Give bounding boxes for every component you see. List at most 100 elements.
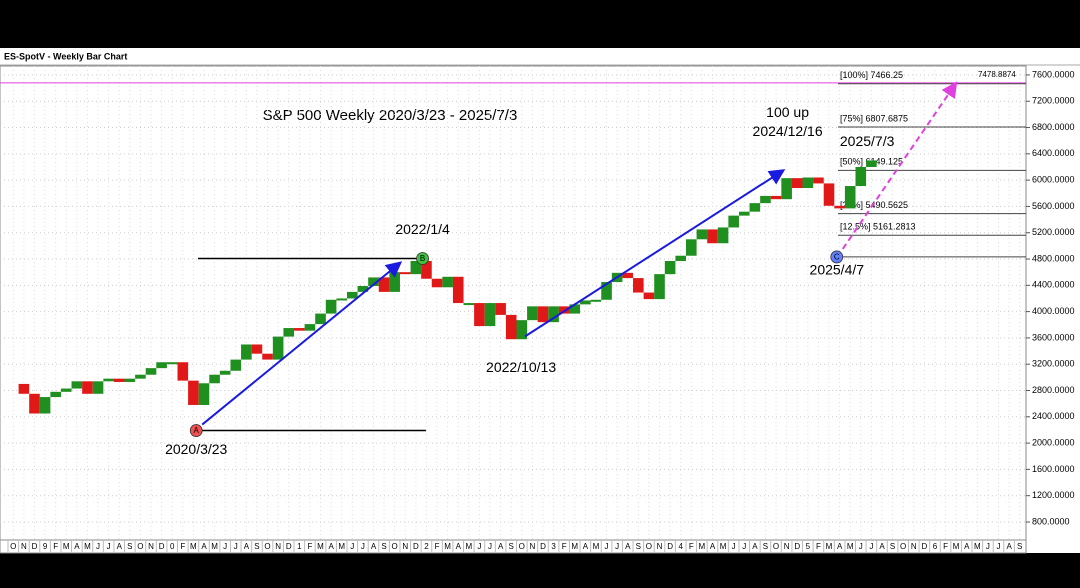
x-tick-label: A (625, 542, 631, 551)
price-bar (156, 362, 167, 369)
price-bar (103, 378, 114, 382)
price-bar (315, 313, 326, 325)
price-bar (664, 260, 676, 275)
x-tick-label: N (911, 542, 917, 551)
x-tick-label: J (869, 542, 873, 551)
price-bar (113, 378, 125, 382)
x-tick-label: 3 (551, 542, 556, 551)
y-tick-label: 6800.0000 (1032, 122, 1075, 132)
x-tick-label: J (488, 542, 492, 551)
price-bar (347, 291, 358, 299)
x-tick-label: S (763, 542, 768, 551)
x-tick-label: A (752, 542, 758, 551)
y-tick-label: 5200.0000 (1032, 227, 1075, 237)
price-bar (643, 292, 655, 300)
price-bar (389, 272, 400, 292)
price-bar (855, 166, 867, 187)
price-bar (738, 211, 750, 216)
x-tick-label: S (509, 542, 514, 551)
x-tick-label: 1 (297, 542, 302, 551)
price-bar (82, 381, 93, 394)
price-bar (135, 374, 146, 379)
level-label: [100%] 7466.25 (840, 70, 903, 80)
price-bar (654, 274, 665, 300)
price-bar (410, 260, 422, 275)
point-label: 2024/12/16 (753, 123, 823, 139)
x-tick-label: F (53, 542, 58, 551)
x-tick-label: A (879, 542, 885, 551)
x-tick-label: F (435, 542, 440, 551)
price-bar (770, 195, 782, 200)
y-tick-label: 6000.0000 (1032, 175, 1075, 185)
price-bar (92, 381, 104, 394)
x-tick-label: J (859, 542, 863, 551)
x-tick-label: O (519, 542, 525, 551)
price-bar (198, 383, 210, 405)
x-tick-label: J (605, 542, 609, 551)
y-tick-label: 1600.0000 (1032, 464, 1075, 474)
x-tick-label: A (456, 542, 462, 551)
x-tick-label: M (720, 542, 727, 551)
point-marker-letter: C (834, 253, 840, 262)
x-tick-label: S (381, 542, 386, 551)
x-tick-label: F (307, 542, 312, 551)
x-tick-label: M (338, 542, 345, 551)
price-bar (262, 353, 273, 360)
x-tick-label: 4 (678, 542, 683, 551)
trend-arrow (524, 169, 786, 338)
price-bar (823, 183, 835, 206)
price-bar (452, 276, 464, 304)
price-bar (124, 378, 136, 382)
y-tick-label: 5600.0000 (1032, 201, 1075, 211)
price-bar (569, 304, 581, 314)
x-tick-label: M (190, 542, 197, 551)
x-tick-label: D (540, 542, 546, 551)
price-bar (378, 277, 390, 292)
x-tick-label: D (286, 542, 292, 551)
x-tick-label: A (201, 542, 207, 551)
x-tick-label: 9 (43, 542, 48, 551)
price-bar (29, 393, 40, 414)
y-tick-label: 800.0000 (1032, 516, 1070, 526)
x-tick-label: S (890, 542, 895, 551)
price-bar (590, 299, 602, 302)
level-label: [12.5%] 5161.2813 (840, 222, 916, 232)
price-bar (633, 278, 644, 293)
x-tick-label: N (21, 542, 27, 551)
price-bar (516, 320, 528, 340)
target-label: 7478.8874 (978, 70, 1016, 79)
price-bar (294, 328, 305, 331)
x-tick-label: D (413, 542, 419, 551)
x-tick-label: M (571, 542, 578, 551)
price-bar (707, 229, 718, 244)
x-tick-label: O (773, 542, 779, 551)
price-bar (696, 229, 708, 240)
x-tick-label: J (997, 542, 1001, 551)
x-tick-label: O (264, 542, 270, 551)
x-tick-label: S (1017, 542, 1022, 551)
price-bar (844, 186, 856, 209)
x-tick-label: S (254, 542, 259, 551)
x-tick-label: J (350, 542, 354, 551)
price-bar (463, 303, 475, 306)
price-bar (188, 380, 199, 405)
price-bar (622, 272, 634, 279)
x-tick-label: M (63, 542, 70, 551)
price-bar (866, 160, 877, 167)
level-label: [75%] 6807.6875 (840, 113, 908, 123)
x-tick-label: S (636, 542, 641, 551)
x-tick-label: A (964, 542, 970, 551)
price-bar (304, 324, 316, 331)
x-tick-label: O (392, 542, 398, 551)
x-tick-label: F (562, 542, 567, 551)
price-bar (336, 298, 347, 301)
price-bar (230, 359, 242, 371)
x-tick-label: J (107, 542, 111, 551)
x-tick-label: 5 (806, 542, 811, 551)
y-tick-label: 2800.0000 (1032, 385, 1075, 395)
point-marker (189, 424, 203, 437)
x-tick-label: J (361, 542, 365, 551)
price-bar (241, 344, 252, 360)
chart-title: S&P 500 Weekly 2020/3/23 - 2025/7/3 (263, 107, 518, 124)
price-bar (717, 227, 729, 244)
